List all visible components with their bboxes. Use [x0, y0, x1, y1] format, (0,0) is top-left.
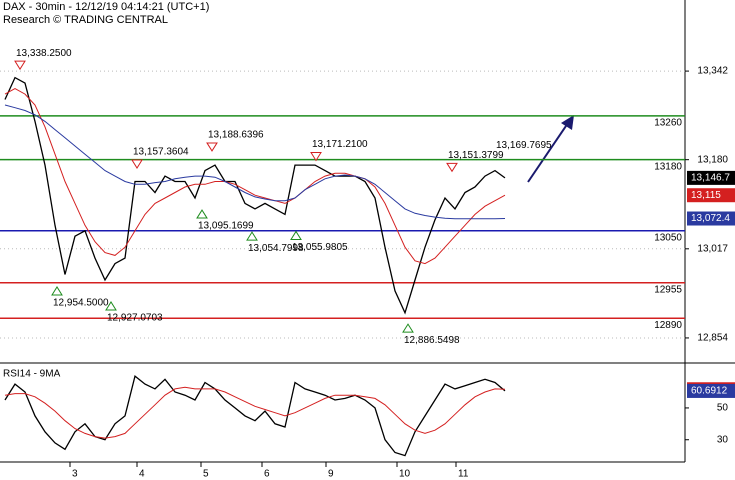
trend-arrowhead — [561, 115, 574, 130]
last-value-box — [687, 170, 735, 185]
x-tick-label: 3 — [72, 469, 78, 480]
last-value-label: 13,146.7 — [691, 173, 730, 184]
x-tick-label: 6 — [264, 469, 270, 480]
last-value-box — [687, 188, 735, 203]
y-tick-label: 13,342 — [697, 66, 728, 77]
y-tick-label: 13,017 — [697, 243, 728, 254]
y-tick-label: 50 — [717, 403, 729, 414]
last-value-label: 13,115 — [691, 190, 721, 201]
annotation-label: 13,055.9805 — [292, 242, 348, 253]
rsi-title: RSI14 - 9MA — [3, 369, 61, 380]
annotation-label: 13,338.2500 — [16, 48, 72, 59]
annotation-label: 13,157.3604 — [133, 147, 189, 158]
annotation-label: 12,954.5000 — [53, 298, 109, 309]
x-tick-label: 4 — [139, 469, 145, 480]
level-label: 13050 — [654, 232, 682, 243]
high-marker — [14, 60, 26, 71]
x-tick-label: 11 — [458, 469, 469, 480]
x-tick-label: 9 — [328, 469, 334, 480]
level-label: 13260 — [654, 118, 682, 129]
low-marker — [51, 286, 63, 296]
y-tick-label: 13,180 — [697, 154, 728, 165]
series-line — [4, 374, 506, 457]
annotation-label: 13,054.7998 — [248, 243, 304, 254]
series-line — [4, 88, 506, 265]
y-tick-label: 30 — [717, 434, 729, 445]
trend-arrow — [527, 122, 569, 183]
annotation-label: 12,927.0703 — [107, 313, 163, 324]
high-marker — [310, 151, 322, 162]
low-marker — [196, 209, 208, 219]
x-tick-label: 10 — [399, 469, 411, 480]
level-label: 12890 — [654, 320, 682, 331]
annotation-label: 13,171.2100 — [312, 139, 368, 150]
level-label: 12955 — [654, 284, 682, 295]
x-tick-label: 5 — [203, 469, 209, 480]
series-line — [4, 104, 506, 220]
high-marker — [131, 159, 143, 169]
chart-title: DAX - 30min - 12/12/19 04:14:21 (UTC+1) — [3, 1, 209, 13]
level-label: 13180 — [654, 161, 682, 172]
annotation-label: 13,151.3799 — [448, 150, 504, 161]
chart-subtitle: Research © TRADING CENTRAL — [3, 14, 168, 26]
low-marker — [290, 230, 302, 240]
annotation-label: 12,886.5498 — [404, 335, 460, 346]
low-marker — [402, 323, 414, 333]
series-line — [4, 386, 506, 439]
annotation-label: 13,169.7695 — [496, 140, 552, 151]
series-line — [4, 76, 506, 315]
y-tick-label: 12,854 — [697, 333, 728, 344]
last-value-box — [687, 383, 735, 398]
low-marker — [105, 301, 117, 311]
annotation-label: 13,095.1699 — [198, 221, 254, 232]
last-value-label: 60.6912 — [691, 386, 728, 397]
annotation-label: 13,188.6396 — [208, 130, 264, 141]
last-value-box — [687, 211, 735, 226]
high-marker — [206, 142, 218, 152]
high-marker — [446, 162, 458, 173]
last-value-label: 13,072.4 — [691, 213, 730, 224]
low-marker — [246, 231, 258, 241]
